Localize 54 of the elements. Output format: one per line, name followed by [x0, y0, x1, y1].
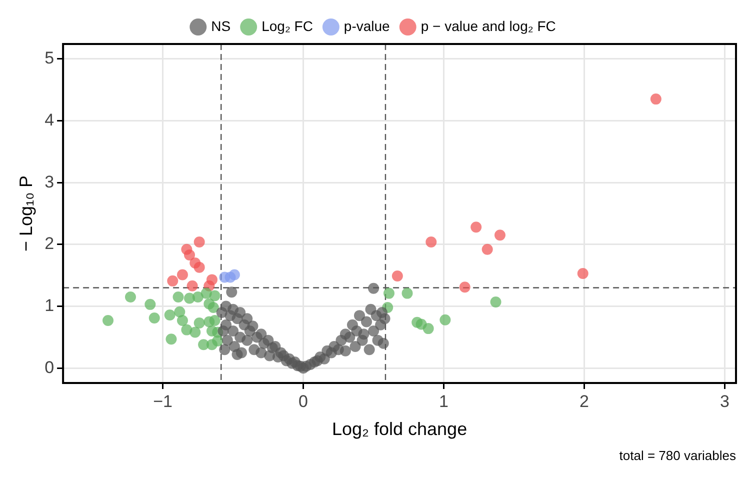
- point: [167, 275, 178, 286]
- point: [192, 292, 204, 303]
- legend-label: p − value and log₂ FC: [420, 18, 556, 34]
- x-tick-label: 3: [720, 392, 730, 411]
- legend-label: p-value: [344, 18, 390, 34]
- point: [482, 244, 493, 255]
- point: [208, 302, 219, 314]
- point: [166, 334, 177, 345]
- point: [194, 317, 205, 328]
- point: [459, 282, 470, 293]
- point: [577, 268, 588, 280]
- y-tick-label: 0: [44, 358, 54, 377]
- x-tick-label: 0: [298, 392, 308, 411]
- x-tick-label: 2: [580, 392, 590, 411]
- point: [148, 312, 160, 324]
- legend-label: Log₂ FC: [262, 18, 313, 34]
- x-tick-label: −1: [153, 392, 172, 411]
- point: [490, 296, 502, 308]
- point: [209, 315, 220, 326]
- point: [102, 315, 114, 326]
- y-tick-label: 1: [44, 296, 54, 315]
- point: [470, 222, 482, 233]
- y-tick-label: 3: [44, 172, 54, 192]
- point: [650, 94, 662, 105]
- point: [144, 298, 156, 310]
- point: [186, 280, 198, 292]
- point: [426, 236, 437, 248]
- point: [184, 249, 195, 260]
- y-tick-label: 2: [44, 234, 54, 254]
- point: [176, 269, 188, 280]
- point: [174, 306, 186, 318]
- point: [176, 315, 188, 326]
- point: [190, 326, 201, 338]
- text: total = 780 variables: [619, 448, 736, 464]
- y-tick-label: 5: [44, 48, 54, 68]
- point: [402, 288, 413, 299]
- point: [124, 292, 136, 303]
- point: [440, 314, 451, 326]
- point: [209, 290, 220, 302]
- point: [422, 323, 434, 334]
- point: [194, 236, 205, 248]
- point: [383, 288, 394, 299]
- point: [494, 230, 506, 241]
- point: [228, 269, 240, 280]
- point: [164, 309, 176, 320]
- y-tick-label: 4: [44, 110, 54, 130]
- point: [194, 262, 205, 273]
- point: [172, 292, 184, 303]
- y-axis-title: − Log₁₀ P: [16, 175, 36, 252]
- point: [206, 274, 218, 286]
- x-axis-title: Log₂ fold change: [332, 419, 468, 440]
- legend-label: NS: [211, 18, 231, 34]
- x-tick-label: 1: [439, 392, 449, 411]
- point: [392, 270, 403, 282]
